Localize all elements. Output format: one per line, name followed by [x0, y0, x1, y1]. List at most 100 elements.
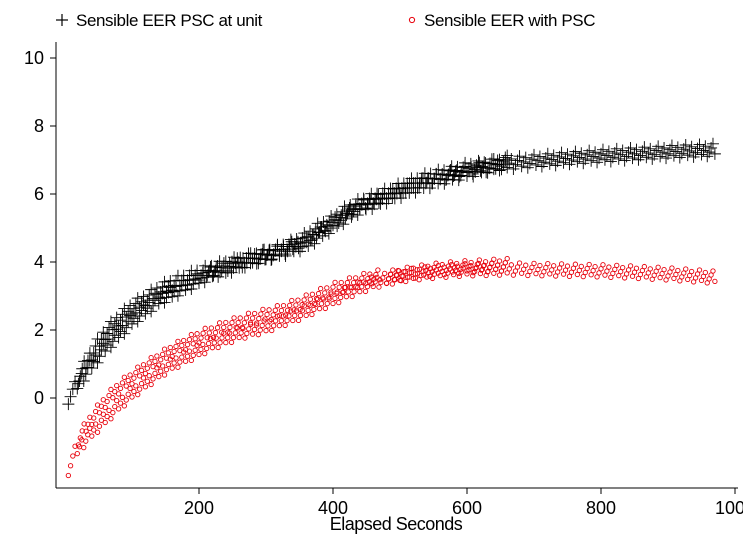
data-point-plus [236, 261, 249, 274]
data-point-circle [454, 263, 461, 269]
data-point-circle [159, 351, 166, 358]
data-point-circle [202, 325, 208, 331]
data-point-plus [71, 382, 84, 395]
data-point-circle [365, 276, 371, 282]
data-point-circle [289, 297, 295, 304]
data-point-circle [456, 273, 462, 279]
data-point-circle [661, 266, 667, 273]
data-point-circle [104, 413, 110, 420]
data-point-circle [592, 263, 598, 270]
data-point-plus [337, 218, 350, 231]
data-point-circle [287, 302, 293, 308]
x-tick-label: 600 [452, 498, 482, 518]
data-point-circle [600, 262, 606, 268]
data-point-plus [322, 227, 335, 240]
data-point-circle [340, 289, 346, 295]
data-point-circle [108, 386, 114, 393]
data-point-circle [392, 277, 398, 283]
data-point-plus [179, 279, 192, 292]
data-point-circle [598, 266, 604, 272]
data-point-circle [150, 363, 156, 370]
data-point-circle [451, 265, 458, 271]
data-point-circle [359, 275, 365, 281]
data-point-circle [242, 335, 248, 341]
data-point-circle [336, 299, 342, 306]
data-point-circle [269, 327, 275, 334]
data-point-circle [539, 273, 545, 279]
data-point-circle [328, 289, 334, 295]
data-point-circle [204, 345, 210, 352]
data-point-circle [196, 351, 202, 358]
data-point-circle [506, 266, 512, 272]
data-point-circle [386, 276, 392, 282]
data-point-circle [123, 383, 129, 389]
data-point-circle [408, 269, 414, 276]
data-point-circle [144, 378, 150, 384]
data-point-circle [641, 263, 648, 270]
data-point-circle [456, 270, 462, 277]
data-point-circle [425, 263, 431, 269]
data-point-plus [200, 271, 213, 284]
data-point-circle [382, 270, 388, 277]
data-point-circle [192, 336, 198, 342]
data-point-circle [301, 297, 307, 303]
data-point-circle [290, 317, 296, 324]
data-point-plus [265, 254, 278, 267]
data-point-circle [443, 274, 449, 280]
data-point-circle [421, 272, 427, 278]
data-point-circle [246, 326, 252, 332]
data-point-plus [221, 264, 234, 277]
y-tick-label: 0 [34, 388, 44, 408]
data-point-circle [262, 316, 268, 322]
data-point-circle [179, 354, 185, 360]
data-point-circle [566, 273, 573, 279]
data-point-circle [123, 397, 129, 403]
data-point-circle [535, 266, 541, 273]
data-point-circle [81, 421, 87, 427]
data-point-circle [94, 429, 101, 435]
data-point-circle [278, 307, 285, 314]
data-point-circle [266, 307, 272, 313]
data-point-circle [439, 261, 445, 268]
x-tick-label: 1000 [715, 498, 743, 518]
data-point-circle [305, 301, 311, 307]
data-point-circle [188, 331, 194, 338]
data-point-circle [276, 312, 283, 319]
data-point-plus [310, 232, 323, 245]
data-point-circle [148, 381, 154, 388]
data-point-circle [351, 289, 357, 295]
data-point-plus [366, 203, 379, 216]
data-point-circle [267, 318, 273, 324]
y-tick-label: 8 [34, 116, 44, 136]
data-point-circle [106, 392, 112, 399]
data-point-circle [129, 381, 135, 387]
data-point-plus [85, 353, 98, 366]
data-point-circle [553, 273, 559, 279]
data-point-circle [152, 370, 158, 377]
data-point-circle [556, 265, 563, 271]
data-point-circle [470, 273, 476, 279]
data-point-circle [549, 267, 555, 273]
data-point-plus [62, 398, 75, 411]
data-point-circle [458, 266, 464, 272]
data-point-plus [118, 327, 131, 340]
data-point-circle [618, 268, 624, 275]
data-point-circle [161, 346, 168, 352]
data-point-circle [576, 267, 582, 274]
data-point-circle [580, 273, 586, 280]
data-point-circle [230, 334, 237, 341]
data-point-circle [239, 324, 245, 331]
data-point-circle [533, 270, 539, 277]
data-point-circle [406, 274, 412, 280]
data-point-circle [278, 318, 284, 324]
data-point-circle [171, 360, 177, 366]
data-point-plus [267, 249, 280, 262]
data-point-circle [514, 264, 521, 270]
data-point-plus [198, 276, 211, 289]
data-point-circle [637, 271, 644, 278]
data-point-circle [596, 270, 602, 276]
data-point-circle [493, 266, 499, 273]
data-point-circle [133, 369, 139, 376]
x-tick-label: 400 [318, 498, 348, 518]
data-point-circle [616, 272, 622, 279]
